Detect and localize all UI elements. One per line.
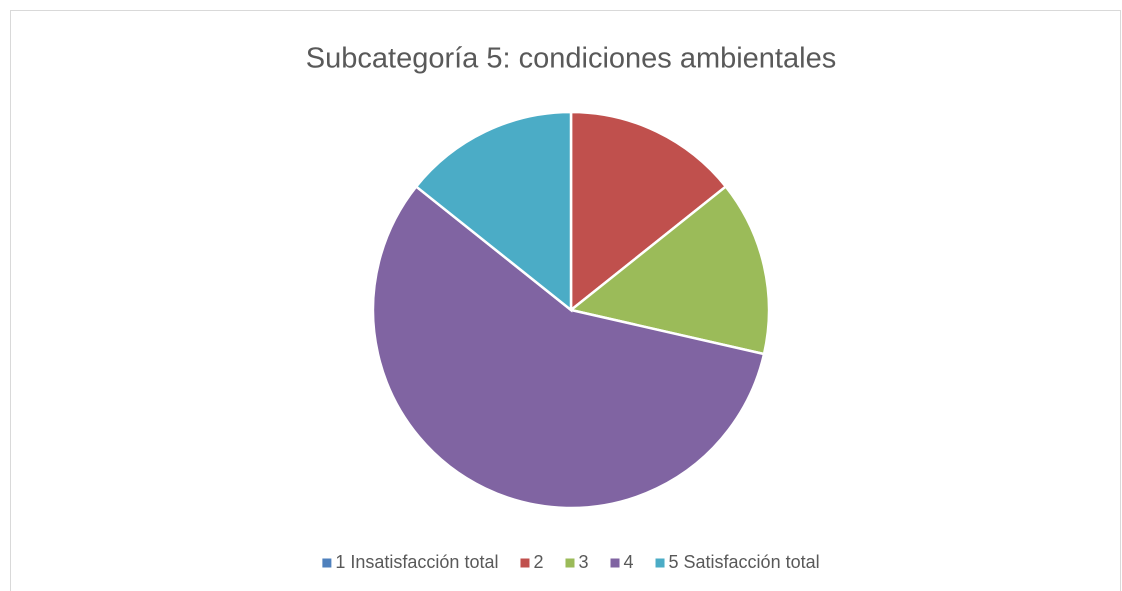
- pie-slice: [569, 110, 728, 313]
- legend-swatch: [565, 558, 575, 568]
- legend-swatch: [655, 558, 665, 568]
- pie-slice: [414, 110, 573, 313]
- legend-label: 5 Satisfacción total: [669, 552, 820, 572]
- legend-label: 4: [624, 552, 634, 572]
- legend-swatch: [520, 558, 530, 568]
- pie-slice: [371, 184, 766, 510]
- legend-swatch: [610, 558, 620, 568]
- legend-label: 3: [578, 552, 588, 572]
- legend-label: 1 Insatisfacción total: [335, 552, 498, 572]
- legend-label: 2: [533, 552, 543, 572]
- legend-swatch: [322, 558, 332, 568]
- chart-title: Subcategoría 5: condiciones ambientales: [306, 43, 836, 75]
- pie-slice: [568, 184, 771, 356]
